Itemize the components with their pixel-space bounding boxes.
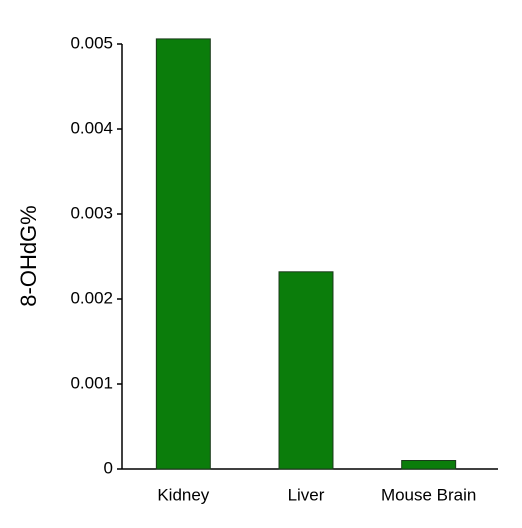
x-tick-label: Kidney xyxy=(157,485,209,504)
y-tick-label: 0.004 xyxy=(70,118,113,137)
y-axis-label: 8-OHdG% xyxy=(16,205,41,306)
x-tick-label: Liver xyxy=(288,485,325,504)
y-tick-label: 0 xyxy=(104,458,113,477)
bar xyxy=(278,271,334,470)
x-tick-label: Mouse Brain xyxy=(381,485,476,504)
y-tick-label: 0.003 xyxy=(70,203,113,222)
bar xyxy=(155,38,211,470)
y-tick-label: 0.005 xyxy=(70,33,113,52)
bar xyxy=(401,460,457,470)
y-tick-label: 0.001 xyxy=(70,373,113,392)
y-tick-label: 0.002 xyxy=(70,288,113,307)
